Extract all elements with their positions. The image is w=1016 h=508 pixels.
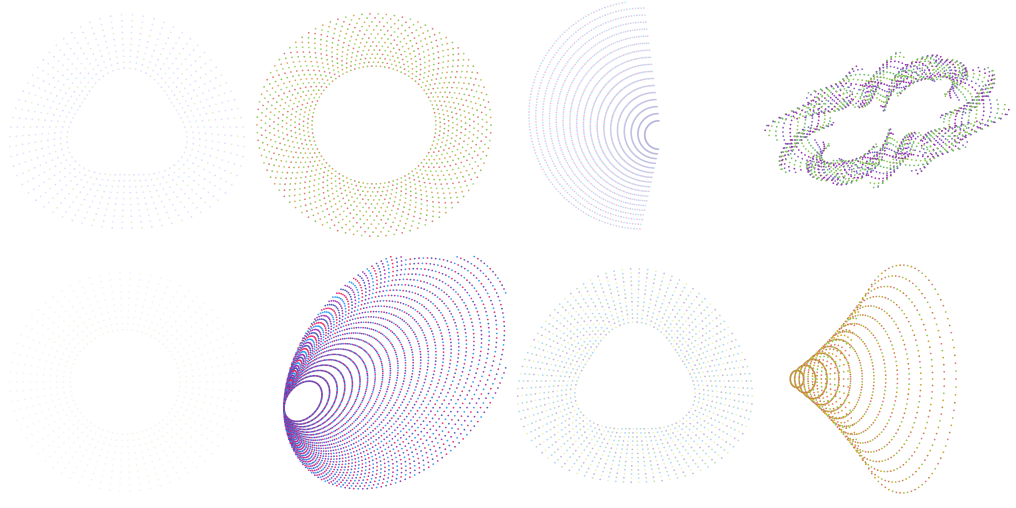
figure-5-canvas bbox=[9, 272, 241, 492]
figure-8 bbox=[762, 254, 1016, 508]
figure-4 bbox=[762, 0, 1016, 254]
figure-6 bbox=[254, 254, 508, 508]
figure-2 bbox=[254, 0, 508, 254]
figure-2-canvas bbox=[256, 13, 492, 238]
figure-2-dots bbox=[256, 13, 492, 238]
figure-4-dots bbox=[764, 51, 1010, 189]
figure-1-dots bbox=[8, 14, 246, 230]
figure-8-dots bbox=[789, 264, 957, 494]
figure-7 bbox=[508, 254, 762, 508]
figure-8-canvas bbox=[789, 264, 957, 494]
figure-3-dots bbox=[528, 1, 660, 230]
figure-3 bbox=[508, 0, 762, 254]
figure-4-canvas bbox=[764, 51, 1010, 189]
figure-7-canvas bbox=[516, 268, 754, 484]
figure-1 bbox=[0, 0, 254, 254]
figure-3-canvas bbox=[528, 1, 660, 230]
figure-6-dots bbox=[283, 255, 507, 490]
figure-5-dots bbox=[9, 272, 241, 492]
figure-1-canvas bbox=[8, 14, 246, 230]
figure-6-canvas bbox=[283, 255, 507, 490]
figure-7-dots bbox=[516, 268, 754, 484]
figure-5 bbox=[0, 254, 254, 508]
